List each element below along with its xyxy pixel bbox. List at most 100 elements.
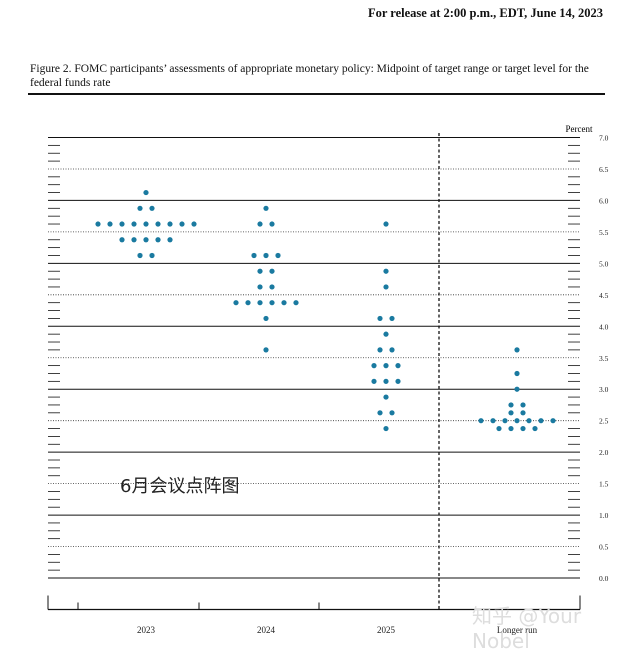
projection-dot (107, 221, 113, 227)
projection-dot (383, 284, 389, 290)
projection-dot (143, 189, 149, 196)
projection-dot (383, 268, 389, 274)
projection-dot (377, 315, 383, 322)
projection-dot (257, 221, 263, 227)
projection-dot (269, 300, 275, 306)
projection-dot (269, 284, 275, 290)
projection-dot (155, 221, 161, 227)
projection-dot (263, 315, 269, 322)
projection-dot (538, 418, 544, 424)
projection-dot (143, 237, 149, 243)
projection-dot (371, 378, 377, 384)
projection-dot (143, 221, 149, 227)
projection-dot (179, 221, 185, 227)
projection-dot (269, 268, 275, 274)
y-tick-label: 3.0 (599, 385, 609, 394)
y-tick-label: 5.5 (599, 228, 609, 237)
y-tick-label: 6.5 (599, 165, 609, 174)
y-tick-label: 1.5 (599, 480, 609, 489)
y-tick-label: 6.0 (599, 196, 609, 205)
x-axis: 2023 2024 2025 Longer run (47, 595, 581, 635)
projection-dot (263, 205, 269, 211)
projection-dot (251, 252, 257, 259)
projection-dot (371, 363, 377, 369)
projection-dot (496, 425, 502, 432)
x-category-label: 2024 (257, 625, 276, 635)
projection-dot (257, 268, 263, 274)
projection-dot (119, 237, 125, 243)
projection-dot (137, 205, 143, 211)
projection-dot (383, 221, 389, 227)
projection-dot (263, 252, 269, 259)
credit-watermark: 知乎 @Your Nobel (472, 604, 582, 653)
projection-dot (149, 205, 155, 211)
y-tick-label: 3.5 (599, 354, 609, 363)
dots-layer (95, 189, 556, 432)
projection-dot (508, 410, 514, 416)
projection-dot (514, 370, 520, 377)
projection-dot (526, 418, 532, 424)
projection-dot (377, 347, 383, 353)
projection-dot (119, 221, 125, 227)
projection-dot (389, 410, 395, 416)
y-tick-label: 7.0 (599, 134, 609, 143)
projection-dot (520, 402, 526, 408)
projection-dot (389, 315, 395, 322)
projection-dot (514, 347, 520, 353)
y-tick-label: 4.0 (599, 322, 609, 331)
projection-dot (245, 300, 251, 306)
projection-dot (383, 378, 389, 384)
projection-dot (263, 347, 269, 353)
projection-dot (149, 252, 155, 259)
x-category-label: 2023 (137, 625, 156, 635)
x-category-label: 2025 (377, 625, 396, 635)
caption-rule (28, 93, 605, 95)
projection-dot (191, 221, 197, 227)
projection-dot (383, 363, 389, 369)
watermark-caption: 6月会议点阵图 (120, 476, 240, 497)
y-tick-label: 1.0 (599, 511, 609, 520)
projection-dot (395, 378, 401, 384)
projection-dot (377, 410, 383, 416)
projection-dot (383, 394, 389, 400)
projection-dot (514, 418, 520, 424)
projection-dot (155, 237, 161, 243)
projection-dot (275, 252, 281, 259)
projection-dot (167, 221, 173, 227)
projection-dot (131, 237, 137, 243)
y-tick-label: 2.0 (599, 448, 609, 457)
projection-dot (550, 418, 556, 424)
projection-dot (95, 221, 101, 227)
projection-dot (508, 402, 514, 408)
projection-dot (520, 410, 526, 416)
projection-dot (532, 425, 538, 432)
projection-dot (293, 300, 299, 306)
projection-dot (383, 425, 389, 432)
y-tick-label: 5.0 (599, 259, 609, 268)
projection-dot (167, 237, 173, 243)
projection-dot (137, 252, 143, 259)
gridlines (48, 133, 580, 610)
projection-dot (478, 418, 484, 424)
y-tick-label: 4.5 (599, 291, 609, 300)
projection-dot (389, 347, 395, 353)
figure-caption: Figure 2. FOMC participants’ assessments… (30, 63, 589, 89)
y-axis-tick-labels: 0.0 0.5 1.0 1.5 2.0 2.5 3.0 3.5 4.0 4.5 5.0 5.5 6.0 6… (599, 134, 609, 584)
y-tick-label: 0.5 (599, 543, 609, 552)
projection-dot (520, 425, 526, 432)
projection-dot (257, 300, 263, 306)
projection-dot (269, 221, 275, 227)
x-category-label: Longer run (497, 625, 538, 635)
projection-dot (383, 331, 389, 337)
y-axis-unit-label: Percent (566, 124, 593, 134)
projection-dot (502, 418, 508, 424)
release-date-line: For release at 2:00 p.m., EDT, June 14, … (367, 6, 603, 20)
y-tick-label: 0.0 (599, 574, 609, 583)
projection-dot (233, 300, 239, 306)
y-tick-label: 2.5 (599, 417, 609, 426)
projection-dot (257, 284, 263, 290)
projection-dot (490, 418, 496, 424)
projection-dot (281, 300, 287, 306)
projection-dot (395, 363, 401, 369)
